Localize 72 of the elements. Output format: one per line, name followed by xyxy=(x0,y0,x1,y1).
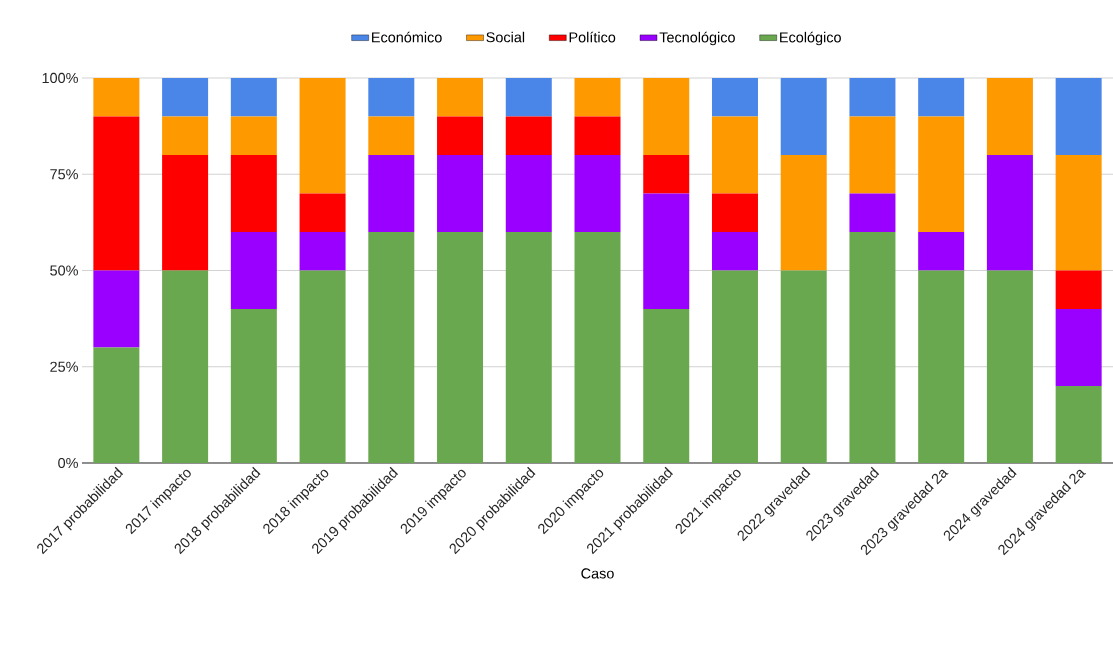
legend-label: Tecnológico xyxy=(659,31,735,46)
bar xyxy=(574,116,621,155)
bar xyxy=(643,78,690,155)
bar xyxy=(505,232,552,463)
bar xyxy=(230,78,277,117)
bar xyxy=(574,155,621,232)
bar xyxy=(93,270,140,348)
bar xyxy=(1055,270,1102,309)
bar xyxy=(368,116,415,155)
bar xyxy=(299,270,346,463)
bar xyxy=(162,116,209,155)
y-tick-label: 50% xyxy=(50,265,78,276)
bar xyxy=(780,270,827,463)
bar xyxy=(230,116,277,155)
bar xyxy=(849,78,896,117)
y-tick-label: 100% xyxy=(42,72,78,84)
bar xyxy=(711,232,758,271)
legend-label: Ecológico xyxy=(780,31,841,46)
bar xyxy=(986,155,1033,271)
bar xyxy=(574,78,621,117)
bar xyxy=(230,155,277,232)
legend-label: Social xyxy=(486,31,525,43)
bar xyxy=(1055,78,1102,155)
y-tick-label: 0% xyxy=(58,457,78,469)
bar xyxy=(574,232,621,463)
bar xyxy=(437,116,484,155)
bar xyxy=(711,78,758,117)
bar xyxy=(368,232,415,463)
bar xyxy=(299,193,346,232)
bar xyxy=(93,347,140,463)
bar xyxy=(162,78,209,117)
legend-label: Político xyxy=(569,31,616,43)
bar xyxy=(1055,155,1102,271)
bar xyxy=(437,155,484,232)
bar xyxy=(368,155,415,232)
bar xyxy=(230,309,277,463)
bar xyxy=(918,116,965,232)
bar xyxy=(918,232,965,271)
bar xyxy=(643,309,690,463)
bar xyxy=(505,116,552,155)
bar xyxy=(505,78,552,117)
bar xyxy=(918,78,965,117)
bar xyxy=(93,116,140,271)
bar xyxy=(1055,386,1102,463)
x-axis-title: Caso xyxy=(581,568,614,579)
bar xyxy=(643,155,690,194)
bar xyxy=(93,78,140,117)
bar xyxy=(437,78,484,117)
bar xyxy=(299,232,346,271)
bar xyxy=(368,78,415,117)
bar xyxy=(711,116,758,194)
bar xyxy=(849,116,896,194)
bar xyxy=(230,232,277,309)
bar xyxy=(849,193,896,232)
bar xyxy=(849,232,896,463)
bar xyxy=(643,193,690,309)
legend-label: Económico xyxy=(372,31,442,43)
bar xyxy=(711,193,758,232)
y-tick-label: 25% xyxy=(50,361,78,372)
bar xyxy=(986,78,1033,155)
bar xyxy=(162,270,209,463)
bar xyxy=(986,270,1033,463)
y-tick-label: 75% xyxy=(50,169,78,180)
bar xyxy=(780,155,827,271)
bar xyxy=(437,232,484,463)
bar xyxy=(299,78,346,194)
bar xyxy=(1055,309,1102,386)
bar xyxy=(505,155,552,232)
bar xyxy=(918,270,965,463)
bar xyxy=(711,270,758,463)
bar xyxy=(780,78,827,155)
bar xyxy=(162,155,209,271)
